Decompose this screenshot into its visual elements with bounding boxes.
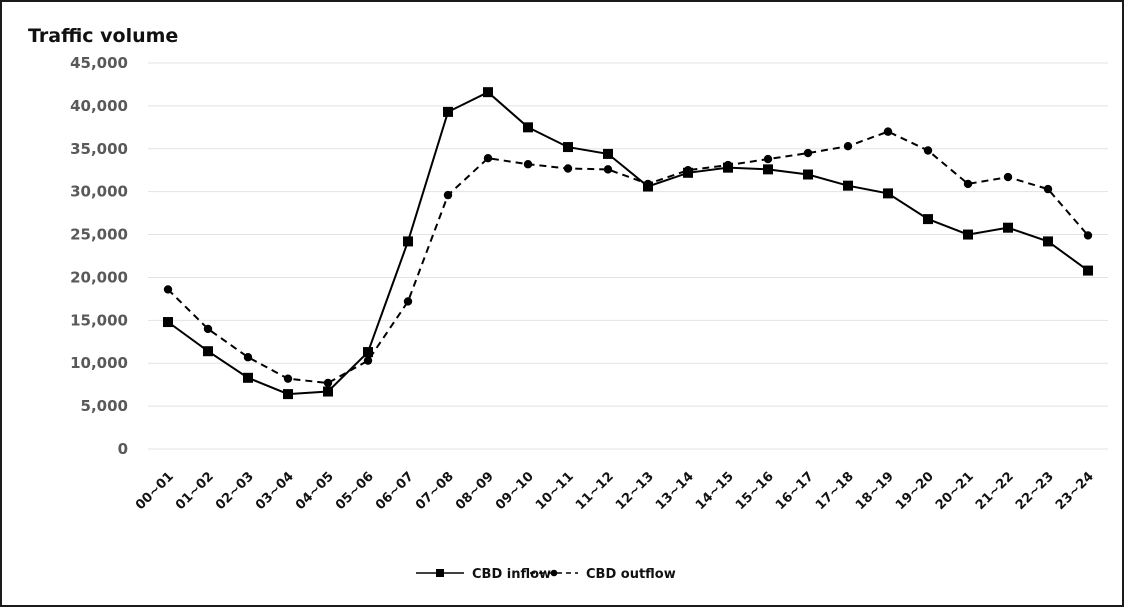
x-tick-labels: 00~0101~0202~0303~0404~0505~0606~0707~08… [133, 469, 1097, 513]
x-tick-label: 10~11 [533, 469, 577, 513]
x-tick-label: 21~22 [973, 469, 1017, 513]
data-point [323, 378, 333, 388]
x-tick-label: 16~17 [773, 469, 817, 513]
y-tick-label: 5,000 [81, 397, 128, 415]
legend-item: CBD inflow [416, 567, 551, 582]
x-tick-label: 01~02 [173, 469, 217, 513]
legend-marker [550, 569, 558, 577]
data-point [483, 87, 493, 98]
data-point [1043, 236, 1053, 247]
data-point [883, 188, 893, 199]
x-tick-label: 04~05 [293, 469, 337, 513]
data-point [363, 347, 373, 358]
data-point [963, 229, 973, 240]
series-cbd-outflow [163, 127, 1093, 388]
y-tick-label: 45,000 [70, 54, 128, 72]
data-point [203, 324, 213, 334]
data-point [1083, 265, 1093, 276]
x-tick-label: 14~15 [693, 469, 737, 513]
legend-label: CBD outflow [586, 567, 676, 582]
data-point [1043, 184, 1053, 194]
data-point [563, 164, 573, 173]
y-tick-label: 10,000 [70, 354, 128, 372]
data-point [603, 148, 613, 159]
data-point [723, 160, 733, 170]
series-lines [163, 87, 1093, 400]
x-tick-label: 19~20 [893, 469, 937, 513]
x-tick-label: 09~10 [493, 469, 537, 513]
gridlines [148, 62, 1108, 450]
x-tick-label: 00~01 [133, 469, 177, 513]
series-line [167, 91, 1089, 396]
data-point [403, 236, 413, 247]
x-tick-label: 23~24 [1053, 469, 1097, 513]
data-point [643, 179, 653, 189]
data-point [523, 122, 533, 133]
data-point [403, 297, 413, 306]
data-point [883, 127, 893, 136]
x-tick-label: 22~23 [1013, 469, 1057, 513]
x-tick-label: 02~03 [213, 469, 257, 513]
data-point [163, 317, 173, 328]
x-tick-label: 08~09 [453, 469, 497, 513]
data-point [843, 142, 853, 151]
series-cbd-inflow [163, 87, 1093, 400]
data-point [803, 169, 813, 180]
data-point [563, 142, 573, 153]
legend-item: CBD outflow [530, 567, 676, 582]
data-point [763, 164, 773, 175]
x-tick-label: 11~12 [573, 469, 617, 513]
legend-marker [436, 569, 444, 577]
x-tick-label: 17~18 [813, 469, 857, 513]
x-tick-label: 12~13 [613, 469, 657, 513]
data-point [683, 166, 693, 175]
series-line [167, 130, 1089, 385]
data-point [283, 389, 293, 400]
data-point [203, 346, 213, 357]
y-tick-label: 30,000 [70, 183, 128, 201]
data-point [283, 374, 293, 383]
y-tick-label: 20,000 [70, 268, 128, 286]
data-point [923, 214, 933, 225]
data-point [523, 160, 533, 169]
data-point [763, 154, 773, 164]
data-point [363, 356, 373, 365]
data-point [163, 285, 173, 294]
x-tick-label: 03~04 [253, 469, 297, 513]
data-point [243, 353, 253, 362]
data-point [443, 190, 453, 200]
x-tick-label: 07~08 [413, 469, 457, 513]
data-point [243, 372, 253, 383]
data-point [1083, 231, 1093, 240]
legend-label: CBD inflow [472, 567, 551, 582]
data-point [1003, 172, 1013, 182]
y-tick-labels: 0 5,000 10,000 15,000 20,000 25,000 30,000 35,0… [70, 54, 128, 458]
data-point [323, 386, 333, 397]
data-point [803, 148, 813, 158]
data-point [443, 106, 453, 117]
y-tick-label: 0 [118, 440, 128, 458]
data-point [1003, 222, 1013, 233]
x-tick-label: 18~19 [853, 469, 897, 513]
data-point [843, 180, 853, 191]
y-tick-label: 25,000 [70, 226, 128, 244]
legend: CBD inflow CBD outflow [416, 567, 676, 582]
data-point [923, 146, 933, 155]
y-tick-label: 35,000 [70, 140, 128, 158]
x-tick-label: 20~21 [933, 469, 977, 513]
y-tick-label: 40,000 [70, 97, 128, 115]
data-point [483, 154, 493, 163]
x-tick-label: 06~07 [373, 469, 417, 513]
x-tick-label: 13~14 [653, 469, 697, 513]
data-point [963, 179, 973, 189]
y-axis-title: Traffic volume [28, 25, 178, 47]
y-tick-label: 15,000 [70, 311, 128, 329]
data-point [603, 165, 613, 174]
x-tick-label: 15~16 [733, 469, 777, 513]
x-tick-label: 05~06 [333, 469, 377, 513]
